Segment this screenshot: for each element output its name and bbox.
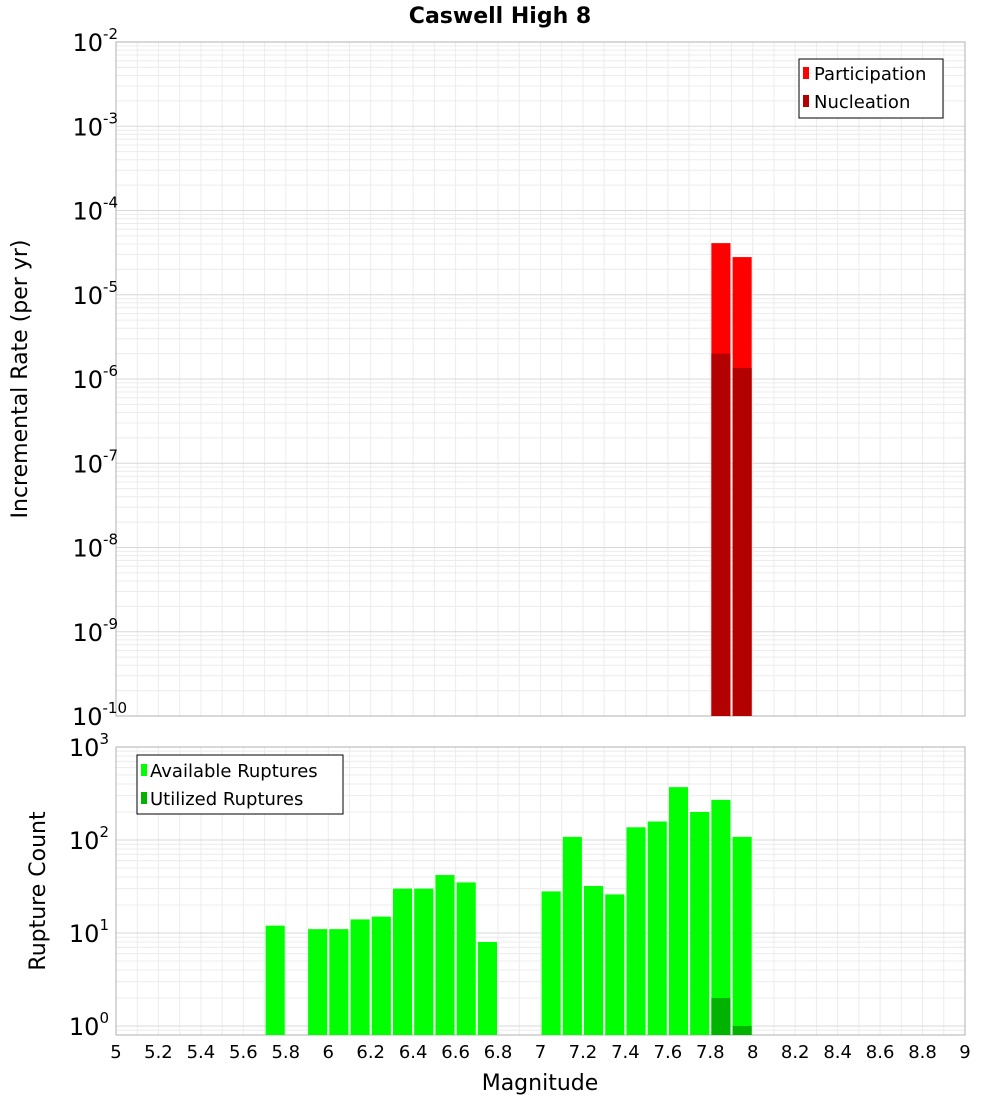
top-nucleation-bar	[711, 353, 731, 716]
bottom-available-ruptures-bar	[732, 836, 752, 1035]
x-tick-label: 5.2	[144, 1042, 173, 1063]
bottom-available-ruptures-bar	[329, 929, 349, 1035]
x-tick-label: 8	[747, 1042, 758, 1063]
x-tick-label: 9	[959, 1042, 970, 1063]
top-y-axis-label: Incremental Rate (per yr)	[8, 240, 33, 519]
top-y-tick-label: 10-3	[72, 109, 118, 141]
x-tick-label: 5	[110, 1042, 121, 1063]
bottom-y-tick-label: 101	[69, 916, 109, 948]
bottom-available-ruptures-bar	[392, 888, 413, 1035]
top-panel-y-ticks: 10-10 10-9 10-8 10-7 10-6 10-5 10-4 10-3 10-2	[72, 25, 127, 731]
top-y-tick-label: 10-6	[72, 362, 118, 394]
bottom-available-ruptures-bar	[414, 888, 434, 1035]
x-tick-label: 7.6	[654, 1042, 683, 1063]
top-panel-bars	[711, 243, 752, 716]
bottom-y-tick-label: 102	[69, 823, 109, 855]
legend-swatch-nucleation	[803, 95, 809, 107]
bottom-available-ruptures-bar	[308, 929, 328, 1035]
bottom-available-ruptures-bar	[690, 812, 710, 1035]
bottom-y-tick-label: 100	[69, 1009, 109, 1041]
bottom-panel-frame	[115, 746, 966, 1036]
x-tick-label: 7.8	[696, 1042, 725, 1063]
top-panel-frame	[115, 41, 966, 717]
bottom-available-ruptures-bar	[626, 827, 646, 1035]
bottom-panel-bars	[265, 787, 752, 1035]
bottom-panel-y-ticks: 100 101 102 103	[69, 730, 109, 1041]
bottom-y-tick-label: 103	[69, 730, 109, 762]
x-tick-label: 6.6	[441, 1042, 470, 1063]
top-y-tick-label: 10-2	[72, 25, 118, 57]
bottom-available-ruptures-bar	[605, 894, 625, 1035]
bottom-y-axis-label: Rupture Count	[26, 811, 51, 971]
bottom-available-ruptures-bar	[711, 799, 731, 1035]
legend-label-available: Available Ruptures	[150, 761, 318, 782]
x-tick-label: 8.6	[866, 1042, 895, 1063]
x-tick-label: 5.6	[229, 1042, 258, 1063]
bottom-available-ruptures-bar	[647, 821, 667, 1035]
legend-label-utilized: Utilized Ruptures	[150, 789, 303, 810]
top-y-tick-label: 10-7	[72, 446, 118, 478]
x-tick-label: 7.4	[611, 1042, 640, 1063]
legend-swatch-available	[141, 764, 147, 776]
bottom-available-ruptures-bar	[435, 875, 455, 1035]
x-tick-label: 8.2	[781, 1042, 810, 1063]
top-y-tick-label: 10-5	[72, 278, 118, 310]
legend-swatch-participation	[803, 67, 809, 79]
x-tick-label: 8.8	[908, 1042, 937, 1063]
top-nucleation-bar	[732, 368, 752, 716]
x-tick-label: 6.4	[399, 1042, 428, 1063]
x-axis-label: Magnitude	[482, 1071, 599, 1096]
x-tick-label: 5.4	[187, 1042, 216, 1063]
bottom-available-ruptures-bar	[477, 942, 497, 1035]
bottom-utilized-ruptures-bar	[711, 997, 731, 1035]
legend-label-nucleation: Nucleation	[814, 92, 910, 113]
top-y-tick-label: 10-9	[72, 615, 118, 647]
top-legend-box	[798, 58, 944, 119]
bottom-available-ruptures-bar	[584, 886, 604, 1035]
chart-title: Caswell High 8	[409, 4, 591, 29]
bottom-utilized-ruptures-bar	[732, 1025, 752, 1035]
bottom-panel-grid	[115, 746, 966, 1036]
bottom-available-ruptures-bar	[541, 891, 561, 1035]
top-y-tick-label: 10-8	[72, 531, 118, 563]
x-axis-ticks: 5 5.2 5.4 5.6 5.8 6 6.2 6.4 6.6 6.8 7 7.2 7.4 7.6 7.8 8…	[110, 1042, 970, 1063]
bottom-available-ruptures-bar	[350, 919, 370, 1035]
top-panel-grid	[115, 41, 966, 717]
top-y-tick-label: 10-4	[72, 194, 118, 226]
bottom-available-ruptures-bar	[456, 882, 476, 1035]
x-tick-label: 7.2	[569, 1042, 598, 1063]
bottom-available-ruptures-bar	[265, 925, 285, 1035]
x-tick-label: 6	[323, 1042, 334, 1063]
x-tick-label: 8.4	[823, 1042, 852, 1063]
top-y-tick-label: 10-10	[72, 699, 127, 731]
bottom-available-ruptures-bar	[371, 916, 391, 1035]
x-tick-label: 6.2	[356, 1042, 385, 1063]
top-legend: Participation Nucleation	[798, 58, 944, 119]
legend-swatch-utilized	[141, 792, 147, 804]
x-tick-label: 6.8	[484, 1042, 513, 1063]
bottom-available-ruptures-bar	[668, 787, 689, 1035]
bottom-legend-box	[136, 754, 344, 815]
legend-label-participation: Participation	[814, 64, 926, 85]
bottom-legend: Available Ruptures Utilized Ruptures	[136, 754, 344, 815]
x-tick-label: 5.8	[271, 1042, 300, 1063]
x-tick-label: 7	[535, 1042, 546, 1063]
bottom-available-ruptures-bar	[562, 836, 582, 1035]
